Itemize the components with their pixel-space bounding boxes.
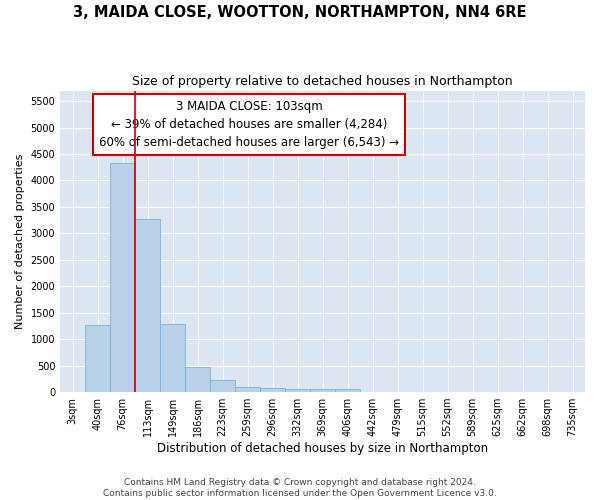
Bar (85, 325, 110, 392)
Bar (310, 390, 335, 392)
Y-axis label: Number of detached properties: Number of detached properties (15, 154, 25, 329)
Text: 3, MAIDA CLOSE, WOOTTON, NORTHAMPTON, NN4 6RE: 3, MAIDA CLOSE, WOOTTON, NORTHAMPTON, NN… (73, 5, 527, 20)
Bar (135, 219, 160, 392)
Bar (235, 387, 260, 392)
Bar (160, 324, 185, 392)
X-axis label: Distribution of detached houses by size in Northampton: Distribution of detached houses by size … (157, 442, 488, 455)
Bar (260, 388, 285, 392)
Bar (285, 389, 310, 392)
Title: Size of property relative to detached houses in Northampton: Size of property relative to detached ho… (132, 75, 513, 88)
Bar (210, 380, 235, 392)
Text: Contains HM Land Registry data © Crown copyright and database right 2024.
Contai: Contains HM Land Registry data © Crown c… (103, 478, 497, 498)
Text: 3 MAIDA CLOSE: 103sqm
← 39% of detached houses are smaller (4,284)
60% of semi-d: 3 MAIDA CLOSE: 103sqm ← 39% of detached … (99, 100, 399, 148)
Bar (185, 366, 210, 392)
Bar (335, 390, 360, 392)
Bar (110, 163, 135, 392)
